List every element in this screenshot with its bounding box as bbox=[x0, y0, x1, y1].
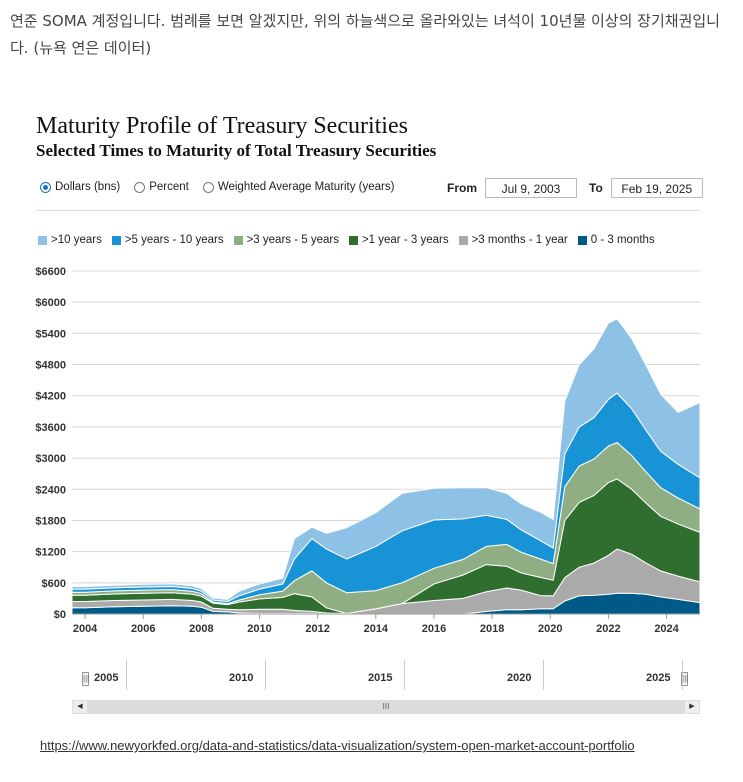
legend-swatch bbox=[348, 235, 358, 245]
navigator-year-label: 2025 bbox=[646, 672, 671, 684]
navigator-divider bbox=[682, 660, 683, 690]
y-tick-label: $5400 bbox=[35, 328, 66, 340]
radio-dot[interactable] bbox=[202, 181, 214, 193]
x-tick-label: 2004 bbox=[73, 623, 98, 635]
legend-item[interactable]: >1 year - 3 years bbox=[348, 234, 449, 246]
chart-legend: >10 years >5 years - 10 years >3 years - 5… bbox=[38, 234, 655, 246]
y-tick-label: $6000 bbox=[35, 297, 66, 309]
navigator-year-label: 2010 bbox=[229, 672, 254, 684]
x-tick-label: 2018 bbox=[480, 623, 504, 635]
x-tick-label: 2012 bbox=[305, 623, 329, 635]
date-range: From Jul 9, 2003 To Feb 19, 2025 bbox=[447, 178, 703, 198]
radio-wam[interactable]: Weighted Average Maturity (years) bbox=[202, 181, 395, 193]
legend-label: 0 - 3 months bbox=[590, 234, 655, 246]
radio-dollars-label: Dollars (bns) bbox=[55, 181, 121, 193]
legend-swatch bbox=[233, 235, 243, 245]
y-tick-label: $6600 bbox=[35, 266, 66, 278]
legend-label: >3 months - 1 year bbox=[471, 234, 568, 246]
x-tick-label: 2016 bbox=[422, 623, 446, 635]
y-tick-label: $4800 bbox=[35, 360, 66, 372]
legend-item[interactable]: >10 years bbox=[38, 234, 102, 246]
legend-label: >10 years bbox=[51, 234, 102, 246]
navigator-year-label: 2015 bbox=[368, 672, 393, 684]
x-tick-label: 2020 bbox=[538, 623, 562, 635]
x-tick-label: 2014 bbox=[364, 623, 389, 635]
navigator-year-label: 2020 bbox=[507, 672, 532, 684]
legend-swatch bbox=[111, 235, 121, 245]
source-link[interactable]: https://www.newyorkfed.org/data-and-stat… bbox=[40, 738, 635, 753]
scroll-right-button[interactable]: ▶ bbox=[685, 701, 699, 713]
legend-label: >3 years - 5 years bbox=[246, 234, 339, 246]
scroll-left-button[interactable]: ◀ bbox=[73, 701, 87, 713]
chart-title: Maturity Profile of Treasury Securities bbox=[36, 113, 408, 139]
legend-item[interactable]: >3 years - 5 years bbox=[233, 234, 339, 246]
radio-dot[interactable] bbox=[134, 181, 146, 193]
legend-label: >5 years - 10 years bbox=[124, 234, 224, 246]
y-tick-label: $4200 bbox=[35, 391, 66, 403]
intro-paragraph: 연준 SOMA 계정입니다. 범례를 보면 알겠지만, 위의 하늘색으로 올라와… bbox=[10, 12, 720, 57]
time-navigator[interactable]: ||| ||| 2005 2010 2015 2020 2025 bbox=[72, 660, 700, 690]
y-tick-label: $600 bbox=[42, 578, 66, 590]
chart-subtitle: Selected Times to Maturity of Total Trea… bbox=[36, 141, 437, 160]
legend-swatch bbox=[38, 235, 47, 245]
legend-item[interactable]: >3 months - 1 year bbox=[458, 234, 568, 246]
legend-item[interactable]: 0 - 3 months bbox=[577, 234, 655, 246]
x-tick-label: 2010 bbox=[247, 623, 271, 635]
navigator-scrollbar[interactable]: ◀ III ▶ bbox=[72, 700, 700, 714]
from-date-input[interactable]: Jul 9, 2003 bbox=[485, 178, 577, 198]
to-date-input[interactable]: Feb 19, 2025 bbox=[610, 178, 703, 198]
navigator-divider bbox=[543, 660, 544, 690]
radio-dot-selected[interactable] bbox=[40, 181, 51, 193]
legend-item[interactable]: >5 years - 10 years bbox=[111, 234, 224, 246]
radio-dollars[interactable]: Dollars (bns) bbox=[40, 181, 120, 193]
y-tick-label: $3000 bbox=[35, 453, 66, 465]
y-tick-label: $3600 bbox=[35, 422, 66, 434]
x-tick-label: 2008 bbox=[189, 623, 213, 635]
x-tick-label: 2006 bbox=[131, 623, 155, 635]
radio-percent[interactable]: Percent bbox=[134, 181, 189, 193]
navigator-divider bbox=[265, 660, 266, 690]
scroll-thumb[interactable]: III bbox=[87, 701, 685, 713]
navigator-left-handle[interactable]: ||| bbox=[82, 672, 89, 686]
stacked-area-chart: $0 $600 $1200 $1800 $2400 $3000 $3600 $4200 $480… bbox=[35, 266, 701, 635]
divider bbox=[36, 210, 700, 211]
legend-label: >1 year - 3 years bbox=[361, 234, 449, 246]
navigator-divider bbox=[404, 660, 405, 690]
legend-swatch bbox=[458, 235, 468, 245]
radio-percent-label: Percent bbox=[149, 181, 189, 193]
y-tick-label: $1800 bbox=[35, 515, 66, 527]
area-series bbox=[71, 318, 701, 603]
unit-radio-group: Dollars (bns) Percent Weighted Average M… bbox=[40, 181, 394, 193]
x-tick-label: 2024 bbox=[654, 623, 679, 635]
navigator-right-handle[interactable]: ||| bbox=[681, 672, 688, 686]
navigator-year-label: 2005 bbox=[94, 672, 119, 684]
y-tick-label: $2400 bbox=[35, 484, 66, 496]
radio-wam-label: Weighted Average Maturity (years) bbox=[217, 181, 395, 193]
legend-swatch bbox=[577, 235, 587, 245]
navigator-divider bbox=[126, 660, 127, 690]
x-tick-label: 2022 bbox=[596, 623, 620, 635]
to-label: To bbox=[589, 181, 603, 195]
y-tick-label: $1200 bbox=[35, 547, 66, 559]
y-tick-label: $0 bbox=[54, 609, 66, 621]
from-label: From bbox=[447, 181, 477, 195]
